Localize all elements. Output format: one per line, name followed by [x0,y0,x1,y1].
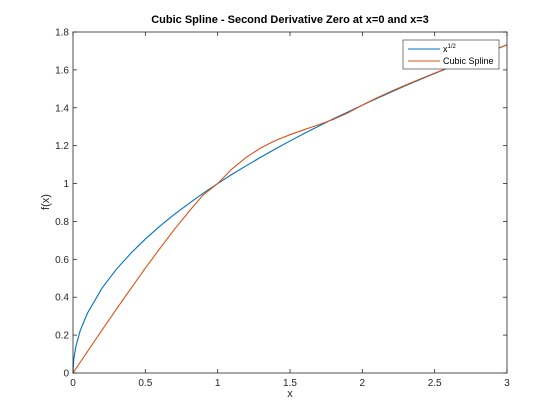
x-axis-label: x [287,388,293,400]
legend-label-sqrt: x1/2 [443,44,457,54]
legend: x1/2 Cubic Spline [402,39,500,70]
y-tick-label: 1.8 [55,28,69,39]
x-tick-label: 3 [504,378,510,389]
y-tick-label: 0.2 [55,331,69,342]
y-tick-label: 0.4 [55,293,69,304]
x-tick-label: 0 [70,378,76,389]
x-axis: 0 0.5 1 1.5 2 2.5 3 [70,32,510,389]
x-tick-label: 1.5 [283,378,297,389]
plot-area [73,32,507,373]
legend-label-spline: Cubic Spline [443,56,494,66]
legend-box [402,39,500,70]
x-tick-label: 0.5 [138,378,152,389]
y-tick-label: 0.8 [55,217,69,228]
series-line-1 [72,44,508,374]
y-tick-label: 1.6 [55,65,69,76]
y-tick-label: 0 [63,369,69,380]
series-layer [72,44,508,374]
y-tick-label: 1.4 [55,103,69,114]
y-axis-label: f(x) [40,194,52,210]
x-tick-label: 2.5 [428,378,442,389]
chart-title: Cubic Spline - Second Derivative Zero at… [151,14,429,26]
y-tick-label: 1 [63,179,69,190]
x-tick-label: 1 [215,378,221,389]
y-tick-label: 1.2 [55,141,69,152]
y-tick-label: 0.6 [55,255,69,266]
y-axis: 0 0.2 0.4 0.6 0.8 1 1.2 1.4 1.6 1.8 [55,28,507,380]
x-tick-label: 2 [360,378,366,389]
